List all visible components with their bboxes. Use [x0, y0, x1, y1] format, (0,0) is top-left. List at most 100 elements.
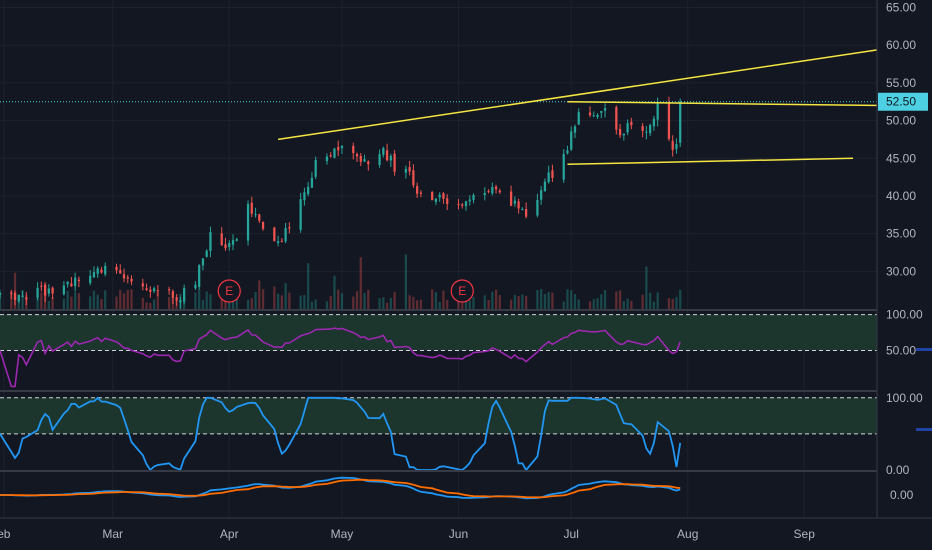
scale-marker-stochastic — [916, 428, 932, 431]
time-tick-4: Jun — [449, 527, 468, 541]
volume-bar-29 — [152, 299, 156, 309]
volume-bar-30 — [156, 291, 159, 309]
time-tick-6: Aug — [677, 527, 698, 541]
candle-body-42 — [224, 244, 227, 249]
rsi-pane[interactable] — [0, 314, 877, 388]
price-scale[interactable]: 65.00 60.00 55.00 50.00 45.00 40.00 35.00 30.00… — [876, 0, 932, 518]
volume-bar-21 — [115, 296, 118, 309]
candle-body-81 — [431, 192, 434, 201]
volume-bar-9 — [47, 300, 50, 309]
stochastic-band — [0, 397, 877, 434]
candle-body-18 — [96, 268, 99, 274]
candle-body-54 — [284, 228, 287, 242]
candle-body-17 — [92, 272, 96, 278]
last-price-tag-background — [878, 92, 928, 111]
candle-body-59 — [310, 177, 314, 188]
candle-body-102 — [540, 190, 543, 200]
volume-bar-1 — [10, 291, 13, 309]
candle-body-122 — [645, 131, 648, 133]
stochastic-tick-labels: 100.00 0.00 — [886, 391, 923, 477]
volume-bar-95 — [498, 295, 501, 309]
volume-bar-97 — [513, 294, 516, 309]
candle-body-56 — [299, 199, 302, 230]
volume-bar-125 — [656, 292, 659, 309]
candle-body-94 — [494, 186, 498, 190]
volume-bar-43 — [228, 301, 231, 309]
volume-bar-72 — [382, 297, 385, 309]
volume-bar-47 — [250, 298, 253, 309]
candle-body-0 — [0, 292, 2, 295]
trendline-2 — [567, 157, 854, 166]
candle-body-15 — [77, 279, 81, 282]
time-tick-1: Mar — [102, 527, 123, 541]
volume-bar-64 — [337, 289, 340, 309]
candle-body-38 — [201, 258, 205, 266]
volume-bar-107 — [566, 289, 569, 309]
volume-bar-14 — [74, 291, 77, 309]
volume-bar-101 — [536, 290, 539, 309]
volume-bar-22 — [119, 290, 122, 309]
volume-bar-117 — [618, 290, 622, 309]
candle-body-74 — [389, 155, 392, 161]
candle-body-92 — [487, 191, 490, 193]
volume-bar-25 — [130, 289, 133, 309]
candle-body-120 — [630, 121, 633, 126]
volume-bar-74 — [389, 297, 392, 309]
earnings-marker-label-0: E — [225, 284, 233, 298]
stochastic-pane[interactable] — [0, 396, 877, 472]
volume-bar-75 — [393, 291, 396, 309]
candle-body-87 — [461, 204, 464, 206]
candle-body-39 — [205, 250, 208, 257]
rsi-band — [0, 314, 877, 351]
volume-bar-13 — [70, 296, 73, 309]
volume-bar-91 — [483, 295, 486, 309]
candle-body-13 — [70, 283, 73, 287]
candle-body-125 — [656, 103, 659, 120]
scale-marker-rsi — [916, 348, 932, 351]
volume-bar-50 — [261, 289, 265, 309]
candle-body-128 — [675, 144, 678, 149]
volume-bar-27 — [145, 302, 148, 309]
candle-body-123 — [649, 125, 652, 134]
volume-bar-105 — [551, 292, 554, 309]
candle-body-72 — [382, 148, 385, 155]
candle-body-2 — [13, 292, 17, 301]
candle-body-129 — [679, 101, 682, 143]
price-tick-labels: 65.00 60.00 55.00 50.00 45.00 40.00 35.00 30.00 — [886, 1, 916, 279]
candle-body-28 — [149, 289, 152, 292]
pane-separators[interactable] — [0, 309, 932, 472]
candle-body-47 — [250, 202, 253, 214]
time-scale[interactable]: eb Mar Apr May Jun Jul Aug Sep — [0, 517, 932, 550]
earnings-marker-label-1: E — [458, 284, 466, 298]
candle-body-71 — [378, 154, 381, 165]
candle-body-7 — [40, 285, 43, 287]
volume-bar-18 — [96, 294, 99, 309]
candle-body-99 — [521, 209, 524, 211]
volume-bar-118 — [622, 301, 625, 309]
volume-bar-31 — [167, 297, 171, 309]
candle-body-106 — [562, 154, 565, 180]
rsi-tick-0: 100.00 — [886, 308, 923, 322]
volume-bar-81 — [431, 289, 434, 309]
volume-bar-93 — [491, 291, 494, 309]
volume-bar-53 — [280, 295, 283, 309]
candle-body-45 — [235, 239, 238, 241]
stochastic-line — [0, 396, 682, 472]
volume-bar-127 — [671, 298, 674, 309]
candle-body-25 — [130, 278, 133, 282]
candle-body-63 — [333, 148, 336, 158]
volume-bar-57 — [303, 295, 306, 309]
candle-body-41 — [220, 233, 223, 246]
trendlines[interactable] — [277, 48, 884, 166]
candle-body-104 — [547, 172, 550, 183]
volume-bar-89 — [468, 300, 471, 309]
candle-body-14 — [74, 277, 77, 287]
macd-pane[interactable] — [0, 476, 681, 500]
volume-bar-82 — [434, 292, 438, 309]
candle-body-49 — [258, 214, 261, 221]
volume-bar-92 — [487, 300, 490, 309]
trendline-1 — [567, 100, 884, 107]
volume-bar-44 — [231, 300, 235, 309]
volume-bar-17 — [92, 290, 96, 309]
